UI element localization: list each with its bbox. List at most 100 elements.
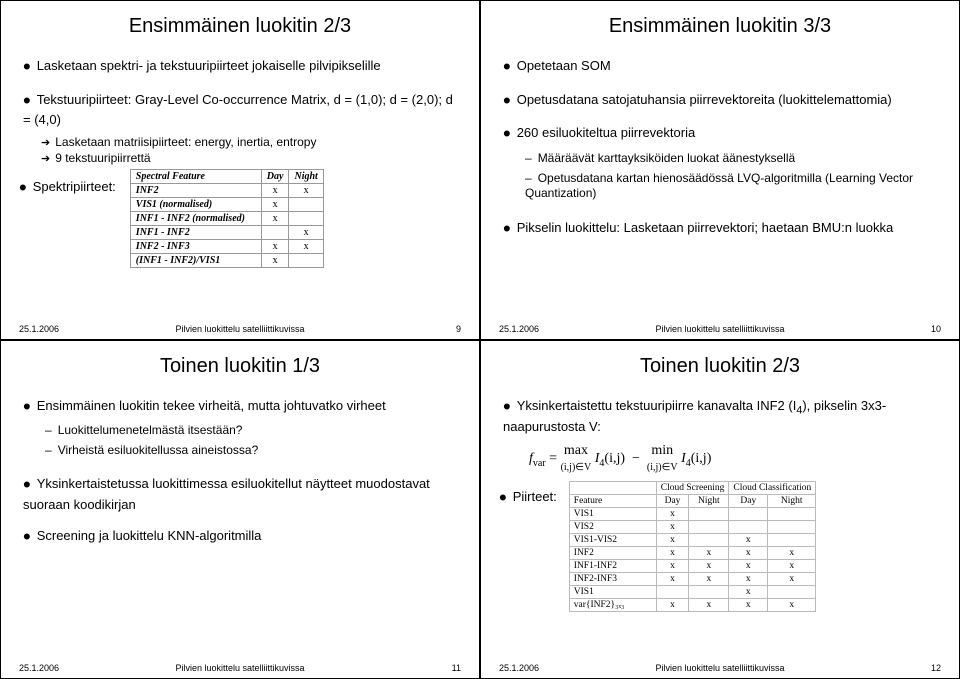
th: Night (768, 495, 816, 508)
bullet: Ensimmäinen luokitin tekee virheitä, mut… (23, 388, 461, 418)
formula: fvar = max (i,j)∈V I4(i,j) − min (i,j)∈V… (529, 443, 941, 475)
td: x (656, 573, 688, 586)
slide-title: Toinen luokitin 1/3 (19, 355, 461, 378)
td: x (656, 508, 688, 521)
footer-page: 11 (401, 663, 461, 673)
sub-bullet: 9 tekstuuripiirrettä (41, 151, 461, 165)
td (729, 521, 768, 534)
th: Day (261, 169, 289, 183)
td: INF2 (569, 547, 656, 560)
footer-page: 10 (881, 324, 941, 334)
bullet: 260 esiluokiteltua piirrevektoria (503, 115, 941, 145)
bullet: Yksinkertaistetussa luokittimessa esiluo… (23, 466, 461, 513)
footer-center: Pilvien luokittelu satelliittikuvissa (79, 324, 401, 334)
th: Cloud Screening (656, 482, 729, 495)
bullets: Ensimmäinen luokitin tekee virheitä, mut… (19, 388, 461, 422)
eq: = (549, 451, 560, 466)
footer-center: Pilvien luokittelu satelliittikuvissa (559, 663, 881, 673)
td: x (729, 560, 768, 573)
footer: 25.1.2006 Pilvien luokittelu satelliitti… (19, 324, 461, 334)
arg: (i,j) (691, 451, 712, 466)
td (768, 521, 816, 534)
footer-center: Pilvien luokittelu satelliittikuvissa (79, 663, 401, 673)
td: x (261, 183, 289, 197)
td: VIS1 (569, 508, 656, 521)
slide-title: Toinen luokitin 2/3 (499, 355, 941, 378)
bullets: Yksinkertaistettu tekstuuripiirre kanava… (499, 388, 941, 440)
td (689, 534, 729, 547)
dash-bullet: Opetusdatana kartan hienosäädössä LVQ-al… (525, 171, 941, 202)
slide-11: Toinen luokitin 1/3 Ensimmäinen luokitin… (0, 340, 480, 679)
td (729, 508, 768, 521)
td (768, 586, 816, 599)
th: Day (656, 495, 688, 508)
footer-page: 12 (881, 663, 941, 673)
bullet: Piirteet: (499, 481, 557, 507)
bullet: Screening ja luokittelu KNN-algoritmilla (23, 518, 461, 548)
td (768, 508, 816, 521)
td: x (656, 560, 688, 573)
footer-date: 25.1.2006 (499, 663, 559, 673)
bullet: Opetetaan SOM (503, 48, 941, 78)
td: INF2 (130, 183, 261, 197)
dash-bullets: Määräävät karttayksiköiden luokat äänest… (499, 151, 941, 206)
min: min (651, 443, 673, 458)
slide-title: Ensimmäinen luokitin 3/3 (499, 15, 941, 38)
dash-bullets: Luokittelumenetelmästä itsestään? Virhei… (19, 423, 461, 462)
td: INF2 - INF3 (130, 239, 261, 253)
footer-date: 25.1.2006 (19, 324, 79, 334)
td: x (729, 599, 768, 612)
bullets: Yksinkertaistetussa luokittimessa esiluo… (19, 466, 461, 551)
td: (INF1 - INF2)/VIS1 (130, 253, 261, 267)
td: x (656, 534, 688, 547)
td: x (261, 239, 289, 253)
td: x (656, 547, 688, 560)
th: Feature (569, 495, 656, 508)
td: x (768, 547, 816, 560)
td (289, 211, 323, 225)
td: VIS1-VIS2 (569, 534, 656, 547)
td: x (289, 183, 323, 197)
td: x (729, 586, 768, 599)
td: INF2-INF3 (569, 573, 656, 586)
th: Spectral Feature (130, 169, 261, 183)
td: x (689, 599, 729, 612)
sub-bullet: Lasketaan matriisipiirteet: energy, iner… (41, 135, 461, 149)
th (569, 482, 656, 495)
td: INF1-INF2 (569, 560, 656, 573)
td (689, 586, 729, 599)
slide-title: Ensimmäinen luokitin 2/3 (19, 15, 461, 38)
ctx: (i,j)∈V (647, 462, 678, 473)
bullet: Lasketaan spektri- ja tekstuuripiirteet … (23, 48, 461, 78)
th: Night (289, 169, 323, 183)
bullet: Pikselin luokittelu: Lasketaan piirrevek… (503, 210, 941, 240)
td: INF1 - INF2 (130, 225, 261, 239)
bullet: Tekstuuripiirteet: Gray-Level Co-occurre… (23, 82, 461, 129)
td: x (689, 547, 729, 560)
max: max (564, 443, 588, 458)
td: x (729, 573, 768, 586)
td: x (768, 599, 816, 612)
td (768, 534, 816, 547)
footer: 25.1.2006 Pilvien luokittelu satelliitti… (499, 324, 941, 334)
td (289, 197, 323, 211)
td (656, 586, 688, 599)
td (289, 253, 323, 267)
features-table: Cloud Screening Cloud Classification Fea… (569, 481, 816, 612)
dash-bullet: Määräävät karttayksiköiden luokat äänest… (525, 151, 941, 167)
td: x (656, 599, 688, 612)
slide-10: Ensimmäinen luokitin 3/3 Opetetaan SOM O… (480, 0, 960, 340)
td: x (261, 197, 289, 211)
td: x (261, 211, 289, 225)
ctx: (i,j)∈V (561, 462, 592, 473)
td (261, 225, 289, 239)
footer-center: Pilvien luokittelu satelliittikuvissa (559, 324, 881, 334)
th: Night (689, 495, 729, 508)
td: x (689, 560, 729, 573)
td: var{INF2}₃ₓ₃ (569, 599, 656, 612)
spectral-table: Spectral Feature Day Night INF2xx VIS1 (… (130, 169, 324, 268)
bullet: Yksinkertaistettu tekstuuripiirre kanava… (503, 388, 941, 436)
td: VIS2 (569, 521, 656, 534)
td: x (289, 225, 323, 239)
text: Yksinkertaistettu tekstuuripiirre kanava… (517, 398, 797, 413)
